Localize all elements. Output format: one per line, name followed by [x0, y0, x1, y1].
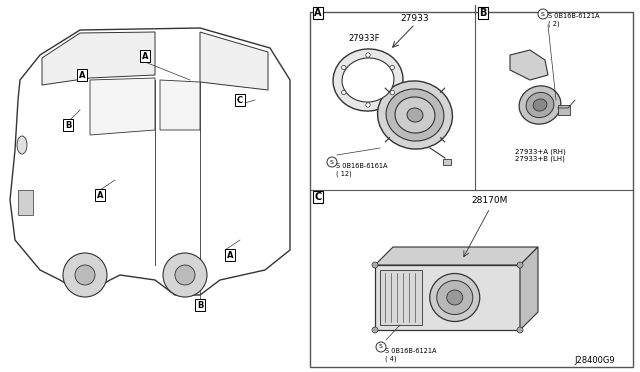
Circle shape: [342, 65, 346, 70]
Circle shape: [372, 327, 378, 333]
Ellipse shape: [429, 273, 480, 321]
Circle shape: [390, 65, 394, 70]
FancyBboxPatch shape: [443, 159, 451, 165]
Ellipse shape: [533, 99, 547, 111]
Text: J28400G9: J28400G9: [574, 356, 615, 365]
FancyBboxPatch shape: [558, 105, 570, 115]
Text: 27933: 27933: [401, 13, 429, 22]
Polygon shape: [200, 32, 268, 90]
Text: 27933F: 27933F: [348, 33, 380, 42]
Bar: [18, 190, 33, 215]
Polygon shape: [10, 28, 290, 295]
Ellipse shape: [395, 97, 435, 133]
Ellipse shape: [342, 58, 394, 102]
Ellipse shape: [526, 92, 554, 118]
Circle shape: [342, 90, 346, 95]
Text: S 0B16B-6121A
( 4): S 0B16B-6121A ( 4): [385, 348, 436, 362]
Circle shape: [366, 53, 370, 57]
Text: B: B: [65, 121, 71, 129]
Text: A: A: [141, 51, 148, 61]
Text: B: B: [197, 301, 203, 310]
Polygon shape: [510, 50, 548, 80]
Bar: [310, 12, 633, 367]
Polygon shape: [160, 80, 200, 130]
Circle shape: [517, 327, 523, 333]
Circle shape: [327, 157, 337, 167]
Circle shape: [163, 253, 207, 297]
Ellipse shape: [333, 49, 403, 111]
Bar: [375, 265, 520, 330]
Text: S: S: [330, 160, 334, 164]
Circle shape: [372, 262, 378, 268]
Circle shape: [390, 90, 394, 95]
Polygon shape: [90, 78, 155, 135]
Text: A: A: [227, 250, 233, 260]
Text: A: A: [79, 71, 85, 80]
Circle shape: [175, 265, 195, 285]
Ellipse shape: [519, 86, 561, 124]
Text: 28170M: 28170M: [472, 196, 508, 205]
Polygon shape: [42, 32, 155, 85]
Ellipse shape: [17, 136, 27, 154]
Ellipse shape: [386, 89, 444, 141]
Ellipse shape: [378, 81, 452, 149]
Text: A: A: [314, 8, 322, 18]
Circle shape: [75, 265, 95, 285]
Ellipse shape: [407, 108, 423, 122]
Polygon shape: [375, 247, 538, 265]
Text: S 0B16B-6121A
( 2): S 0B16B-6121A ( 2): [548, 13, 600, 26]
Text: S 0B16B-6161A
( 12): S 0B16B-6161A ( 12): [336, 163, 387, 176]
Text: B: B: [479, 8, 486, 18]
Circle shape: [538, 9, 548, 19]
Circle shape: [63, 253, 107, 297]
Circle shape: [517, 262, 523, 268]
Bar: [380, 270, 422, 325]
Text: A: A: [97, 190, 103, 199]
Circle shape: [366, 103, 370, 107]
Circle shape: [376, 342, 386, 352]
Ellipse shape: [447, 290, 463, 305]
Text: S: S: [379, 344, 383, 350]
Text: 27933+A (RH)
27933+B (LH): 27933+A (RH) 27933+B (LH): [515, 148, 566, 162]
Text: C: C: [314, 192, 322, 202]
Text: C: C: [237, 96, 243, 105]
Polygon shape: [520, 247, 538, 330]
Text: S: S: [541, 12, 545, 16]
Ellipse shape: [436, 280, 473, 314]
